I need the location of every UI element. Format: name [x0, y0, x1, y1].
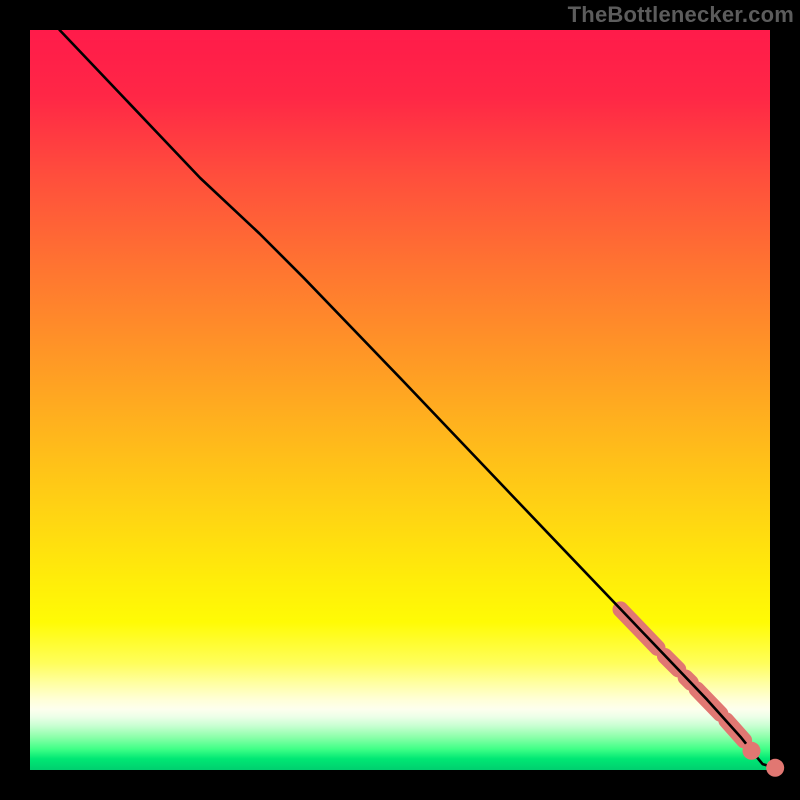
attribution-label: TheBottlenecker.com: [568, 2, 794, 28]
bottleneck-chart: [0, 0, 800, 800]
end-marker: [743, 742, 761, 760]
end-marker: [766, 759, 784, 777]
stage: TheBottlenecker.com: [0, 0, 800, 800]
